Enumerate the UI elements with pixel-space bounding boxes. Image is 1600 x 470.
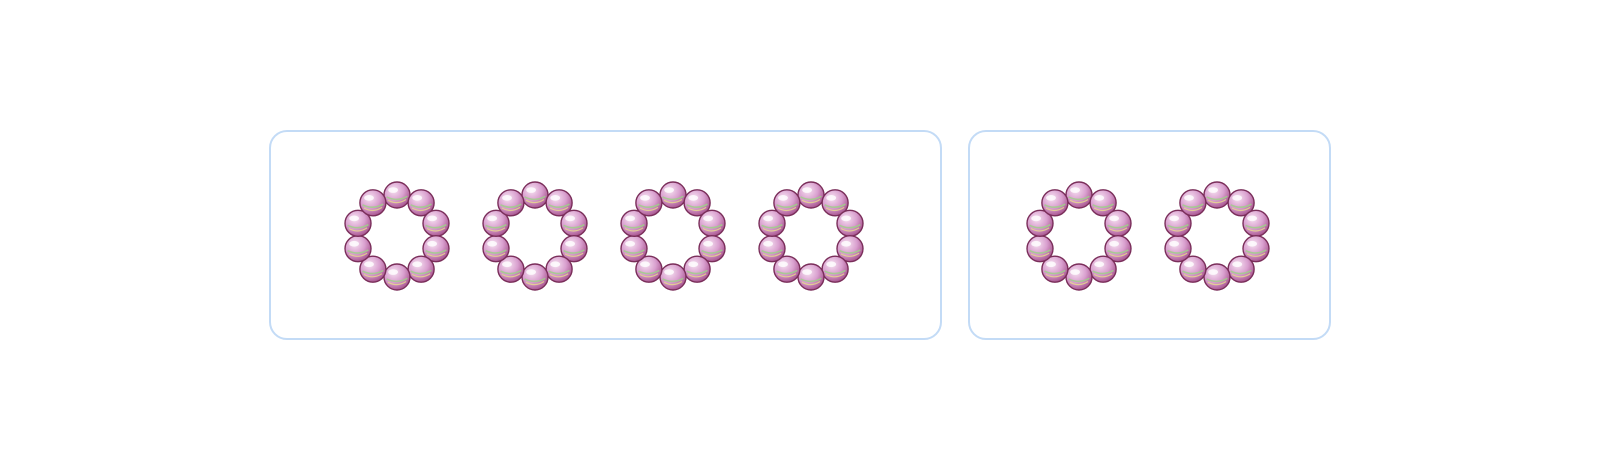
bead: [821, 255, 849, 283]
bead: [497, 189, 525, 217]
bead: [1179, 255, 1207, 283]
bead: [758, 209, 786, 238]
bead-ring: [1164, 181, 1270, 291]
bead: [1242, 234, 1270, 263]
bead: [836, 234, 864, 263]
bead: [1065, 181, 1093, 209]
bead: [1089, 255, 1117, 283]
bead: [545, 189, 573, 217]
bead: [1104, 209, 1132, 238]
bead: [1227, 255, 1255, 283]
group-box-right: [968, 130, 1331, 340]
bead-ring: [620, 181, 726, 291]
bead: [1203, 181, 1231, 209]
bead: [1041, 255, 1069, 283]
bead: [497, 255, 525, 283]
bead: [407, 255, 435, 283]
bead: [1041, 189, 1069, 217]
bead: [359, 189, 387, 217]
bead: [1179, 189, 1207, 217]
bead: [359, 255, 387, 283]
bead: [1104, 234, 1132, 263]
bead: [1203, 263, 1231, 291]
bead: [821, 189, 849, 217]
bead: [1164, 234, 1192, 263]
bead: [422, 209, 450, 238]
bead-ring: [482, 181, 588, 291]
bead: [407, 189, 435, 217]
bead-ring: [1026, 181, 1132, 291]
bead: [1164, 209, 1192, 238]
bead: [521, 263, 549, 291]
group-box-left: [269, 130, 942, 340]
bead: [482, 234, 510, 263]
bead: [560, 234, 588, 263]
bead: [620, 209, 648, 238]
bead: [659, 263, 687, 291]
bead: [1242, 209, 1270, 238]
bead: [482, 209, 510, 238]
bead: [635, 255, 663, 283]
bead: [1026, 209, 1054, 238]
bead: [344, 234, 372, 263]
bead: [422, 234, 450, 263]
bead: [836, 209, 864, 238]
bead: [773, 255, 801, 283]
bead: [683, 189, 711, 217]
bead: [560, 209, 588, 238]
bead: [344, 209, 372, 238]
bead: [797, 263, 825, 291]
bead: [521, 181, 549, 209]
bead: [1026, 234, 1054, 263]
bead: [758, 234, 786, 263]
bead: [383, 181, 411, 209]
bead: [698, 234, 726, 263]
bead: [698, 209, 726, 238]
bead: [773, 189, 801, 217]
bead: [1065, 263, 1093, 291]
bead: [797, 181, 825, 209]
bead: [383, 263, 411, 291]
bead: [1227, 189, 1255, 217]
bead: [683, 255, 711, 283]
bead: [659, 181, 687, 209]
bead: [620, 234, 648, 263]
bead-ring: [758, 181, 864, 291]
bead: [1089, 189, 1117, 217]
bead-ring: [344, 181, 450, 291]
bead: [545, 255, 573, 283]
bead: [635, 189, 663, 217]
